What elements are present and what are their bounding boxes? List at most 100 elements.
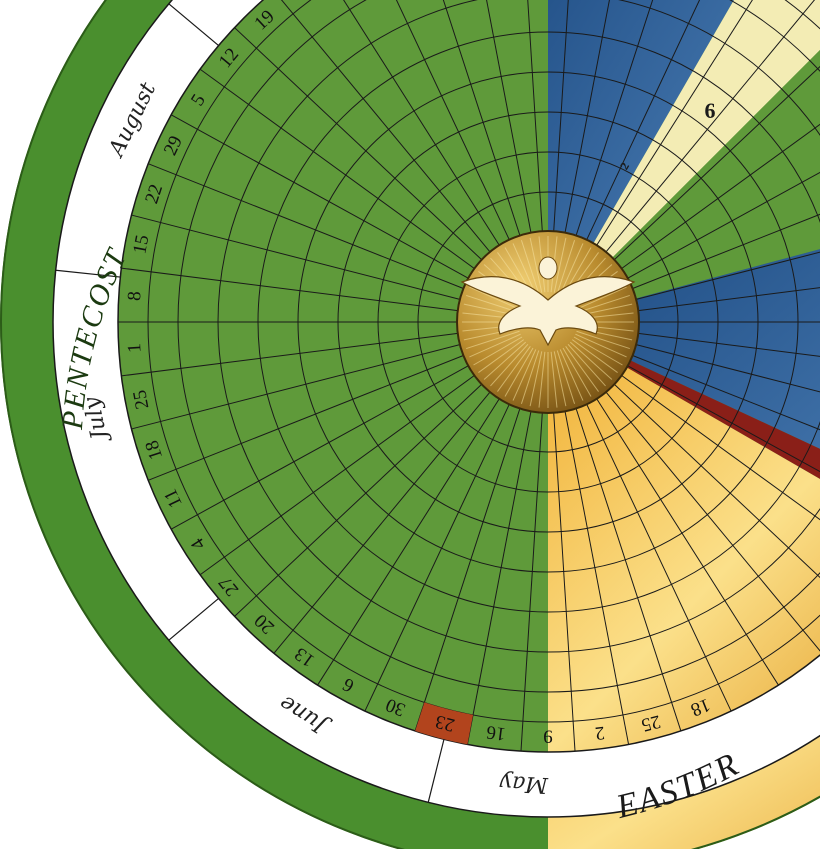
spoke (553, 0, 569, 233)
ray (576, 294, 630, 314)
ray (550, 351, 558, 408)
easter-sector (548, 367, 820, 752)
ray (520, 240, 540, 294)
ray (576, 330, 630, 350)
spoke (148, 163, 465, 290)
spoke (564, 0, 610, 234)
spoke (343, 0, 501, 247)
spoke (613, 65, 820, 261)
spoke (131, 214, 461, 301)
sunday-date: 23 (433, 710, 457, 735)
week-spokes (118, 0, 820, 752)
spoke (520, 411, 543, 752)
cream-cell-label-six: 6 (705, 98, 716, 123)
holy-week-sector (625, 360, 820, 480)
highlight-cell (415, 702, 474, 745)
ray (469, 333, 521, 358)
spoke (199, 68, 476, 270)
month-divider (55, 269, 121, 278)
spoke (466, 410, 532, 745)
spoke (121, 332, 459, 377)
spoke (635, 343, 820, 393)
advent-sector (548, 0, 734, 245)
sunday-date: 16 (485, 721, 506, 744)
ray (478, 339, 525, 373)
spoke (414, 407, 521, 732)
spoke (486, 0, 532, 234)
ray (469, 286, 521, 311)
spoke (280, 0, 492, 253)
spoke (631, 213, 820, 290)
sunday-date: 8 (124, 291, 146, 302)
spoke (585, 0, 701, 241)
sunday-date: 15 (129, 233, 153, 256)
ray (473, 336, 523, 366)
spoke (635, 251, 820, 301)
spoke (595, 397, 779, 686)
ring-border (52, 0, 820, 818)
spoke (575, 407, 682, 732)
spoke (199, 374, 476, 576)
spoke (234, 27, 483, 261)
ray (497, 345, 531, 392)
spoke (148, 354, 465, 481)
ray (520, 350, 540, 404)
spoke (273, 391, 492, 654)
spoke (317, 397, 501, 686)
lent-sector (629, 249, 820, 449)
month-divider (168, 597, 219, 641)
spoke (395, 0, 511, 241)
ray (512, 243, 537, 295)
spoke (364, 403, 511, 712)
spoke (575, 0, 654, 237)
ray (569, 341, 613, 380)
spoke (637, 287, 820, 312)
ray (575, 286, 627, 311)
ray (571, 339, 618, 373)
spoke (613, 383, 820, 579)
month-divider (427, 739, 445, 803)
ordinary-time-sector (118, 0, 548, 752)
ray (559, 243, 584, 295)
spoke (170, 114, 470, 280)
month-label: May (499, 770, 550, 798)
spoke (620, 123, 820, 270)
spoke (595, 0, 753, 247)
spoke (626, 364, 820, 473)
spoke (585, 403, 732, 712)
ray (559, 349, 584, 401)
sunday-date: 2 (594, 722, 606, 744)
sunday-date: 25 (129, 388, 153, 411)
month-divider (168, 3, 219, 47)
ray (573, 336, 623, 366)
spoke (620, 374, 820, 521)
ray (529, 351, 543, 407)
spoke (234, 383, 483, 617)
spoke (527, 0, 543, 233)
ray (567, 343, 606, 387)
sunday-date: 1 (124, 343, 146, 354)
ray (529, 237, 543, 293)
spoke (637, 332, 820, 357)
ray (483, 341, 527, 380)
ray (565, 345, 599, 392)
spoke (626, 171, 820, 280)
ray (504, 347, 534, 397)
easter-rim-band (548, 735, 820, 849)
sunday-date: 25 (639, 710, 663, 735)
ray (556, 240, 576, 294)
sunday-date: 9 (543, 726, 553, 747)
ray (490, 343, 529, 387)
ray (553, 351, 567, 407)
ray (562, 347, 592, 397)
spoke (442, 0, 521, 237)
spoke (553, 411, 576, 752)
ray (575, 333, 627, 358)
ray (538, 351, 546, 408)
ray (553, 237, 567, 293)
ray (512, 349, 537, 401)
spoke (131, 343, 461, 430)
